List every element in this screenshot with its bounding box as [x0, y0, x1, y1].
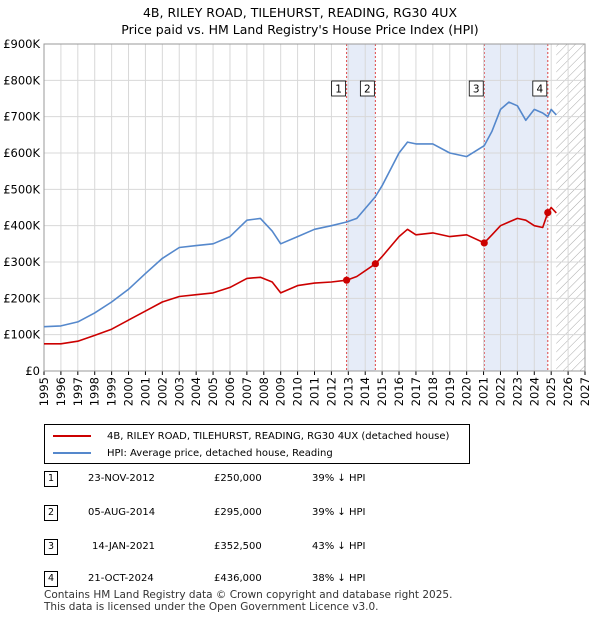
sale-marker-label: 2	[364, 84, 371, 96]
x-tick-label: 2023	[510, 377, 524, 406]
x-tick-label: 1996	[54, 377, 68, 406]
footer: Contains HM Land Registry data © Crown c…	[44, 589, 452, 613]
sale-badge: 2	[44, 505, 58, 521]
sale-hpi-diff: 39% ↓ HPI	[312, 473, 366, 484]
sale-marker-box	[532, 80, 548, 97]
x-tick-label: 2004	[189, 377, 203, 406]
sale-date: 23-NOV-2012	[88, 473, 155, 484]
x-tick-label: 1997	[71, 377, 85, 406]
sale-marker-box	[468, 80, 484, 97]
legend-swatch-hpi	[53, 452, 91, 454]
sale-badge: 4	[44, 571, 58, 587]
sale-point	[480, 239, 488, 247]
sale-price: £295,000	[214, 507, 262, 518]
x-tick-label: 2010	[291, 377, 305, 406]
legend-item-hpi: HPI: Average price, detached house, Read…	[53, 446, 333, 460]
sale-marker-box	[359, 80, 375, 97]
sale-point	[371, 260, 379, 268]
x-tick-label: 2017	[409, 377, 423, 406]
x-tick-label: 2008	[257, 377, 271, 406]
x-tick-label: 2015	[375, 377, 389, 406]
sale-row: 1 23-NOV-2012 £250,000 39% ↓ HPI	[40, 471, 440, 488]
y-tick-label: £600K	[3, 146, 40, 160]
sale-marker-label: 4	[536, 84, 543, 96]
sale-date: 14-JAN-2021	[92, 541, 156, 552]
y-tick-label: £300K	[3, 255, 40, 269]
legend-label-property: 4B, RILEY ROAD, TILEHURST, READING, RG30…	[107, 430, 450, 442]
sale-price: £436,000	[214, 573, 262, 584]
x-tick-label: 2024	[527, 377, 541, 406]
x-tick-label: 2003	[172, 377, 186, 406]
sale-marker-label: 3	[473, 84, 480, 96]
forecast-hatch	[556, 44, 585, 371]
x-tick-label: 2011	[308, 377, 322, 406]
x-tick-label: 2026	[561, 377, 575, 406]
sale-badge: 1	[44, 471, 58, 487]
x-tick-label: 2016	[392, 377, 406, 406]
x-tick-label: 2012	[324, 377, 338, 406]
legend-swatch-property	[53, 435, 91, 437]
x-tick-label: 2014	[358, 377, 372, 406]
y-tick-label: £400K	[3, 219, 40, 233]
x-tick-label: 2007	[240, 377, 254, 406]
x-tick-label: 2005	[206, 377, 220, 406]
hpi-line	[43, 101, 557, 328]
x-tick-label: 2021	[477, 377, 491, 406]
sale-point	[343, 276, 351, 284]
x-tick-label: 2001	[138, 377, 152, 406]
x-tick-label: 2019	[443, 377, 457, 406]
x-tick-label: 2027	[578, 377, 592, 406]
x-tick-label: 1995	[37, 377, 51, 406]
chart-title: 4B, RILEY ROAD, TILEHURST, READING, RG30…	[142, 5, 458, 20]
x-tick-label: 2020	[460, 377, 474, 406]
sale-date: 05-AUG-2014	[88, 507, 156, 518]
sale-price: £352,500	[214, 541, 262, 552]
x-tick-label: 2009	[274, 377, 288, 406]
y-tick-label: £500K	[3, 182, 40, 196]
price-chart: £0 £100K £200K £300K £400K £500K £600K £700K £80…	[3, 37, 592, 406]
sale-date: 21-OCT-2024	[88, 573, 154, 584]
x-tick-label: 2000	[122, 377, 136, 406]
sale-row: 2 05-AUG-2014 £295,000 39% ↓ HPI	[40, 505, 440, 522]
x-tick-label: 2002	[155, 377, 169, 406]
x-tick-label: 2018	[426, 377, 440, 406]
x-tick-label: 1998	[88, 377, 102, 406]
x-tick-label: 2006	[223, 377, 237, 406]
chart-subtitle: Price paid vs. HM Land Registry's House …	[121, 22, 479, 37]
y-tick-label: £0	[25, 364, 40, 378]
y-tick-label: £800K	[3, 73, 40, 87]
sale-hpi-diff: 43% ↓ HPI	[312, 541, 366, 552]
sale-marker-label: 1	[335, 84, 342, 96]
x-tick-label: 2025	[544, 377, 558, 406]
sale-row: 3 14-JAN-2021 £352,500 43% ↓ HPI	[40, 539, 440, 556]
shaded-period	[346, 44, 376, 371]
y-tick-label: £100K	[3, 328, 40, 342]
legend: 4B, RILEY ROAD, TILEHURST, READING, RG30…	[44, 424, 470, 464]
sale-price: £250,000	[214, 473, 262, 484]
shaded-period	[484, 44, 548, 371]
x-tick-label: 1999	[105, 377, 119, 406]
property-price-line	[44, 206, 557, 345]
plot-frame	[43, 43, 586, 372]
footer-licence: This data is licensed under the Open Gov…	[44, 601, 379, 613]
footer-copyright: Contains HM Land Registry data © Crown c…	[44, 589, 453, 601]
sale-hpi-diff: 38% ↓ HPI	[312, 573, 366, 584]
sale-marker-box	[331, 80, 347, 97]
x-tick-label: 2013	[341, 377, 355, 406]
sale-badge: 3	[44, 539, 58, 555]
legend-item-property: 4B, RILEY ROAD, TILEHURST, READING, RG30…	[53, 429, 449, 443]
y-tick-label: £700K	[3, 110, 40, 124]
sale-hpi-diff: 39% ↓ HPI	[312, 507, 366, 518]
y-tick-label: £200K	[3, 291, 40, 305]
sale-point	[544, 208, 552, 217]
legend-label-hpi: HPI: Average price, detached house, Read…	[107, 447, 333, 459]
y-tick-label: £900K	[3, 37, 40, 51]
x-tick-label: 2022	[493, 377, 507, 406]
sale-row: 4 21-OCT-2024 £436,000 38% ↓ HPI	[40, 571, 440, 588]
